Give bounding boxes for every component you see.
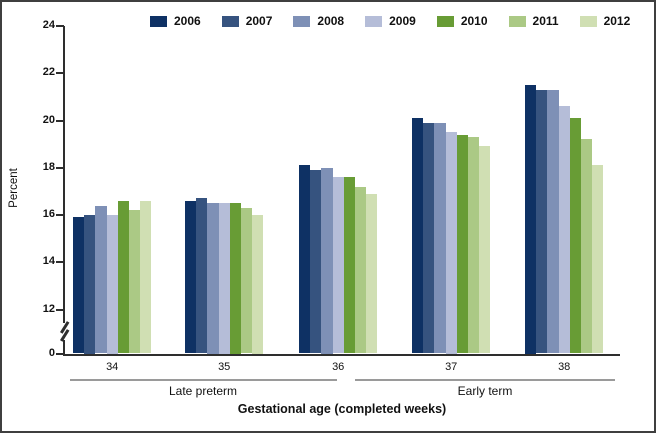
y-tick-label-12: 12 [42, 302, 55, 315]
bar-2010-week35 [229, 203, 241, 354]
bar-2011-week35 [241, 207, 253, 354]
x-tick-label-34: 34 [106, 361, 119, 373]
y-tick-label-0: 0 [48, 346, 55, 359]
y-tick-label-24: 24 [42, 19, 55, 31]
bar-2010-week38 [569, 118, 581, 354]
bar-2012-week38 [592, 165, 604, 354]
bar-2011-week36 [355, 186, 367, 354]
bar-2007-week38 [536, 89, 548, 354]
legend-label-2008: 2008 [317, 14, 345, 28]
y-tick-22 [56, 72, 64, 75]
bar-2011-week38 [581, 139, 593, 354]
late-preterm-label: Late preterm [168, 384, 238, 398]
bar-2010-week37 [456, 134, 468, 354]
y-tick-label-22: 22 [42, 66, 55, 79]
bar-2006-week37 [412, 118, 424, 354]
y-tick-16 [56, 214, 64, 216]
legend-item-2009: 2009 [365, 14, 416, 28]
y-tick-14 [56, 261, 64, 264]
legend-label-2009: 2009 [389, 14, 416, 28]
legend-swatch-2011 [508, 15, 526, 27]
x-tick-label-37: 37 [445, 361, 458, 373]
legend: 2006 2007 2008 2009 2010 2011 2012 [150, 14, 630, 28]
bar-2007-week34 [84, 215, 96, 354]
y-tick-24 [56, 25, 64, 27]
y-tick-0 [56, 352, 64, 355]
legend-item-2007: 2007 [221, 14, 273, 28]
x-axis-line [63, 353, 620, 356]
y-tick-label-18: 18 [42, 160, 55, 173]
y-tick-20 [56, 119, 64, 122]
legend-swatch-2007 [221, 15, 239, 27]
bar-2007-week35 [196, 198, 208, 354]
legend-label-2011: 2011 [532, 14, 559, 28]
x-tick-label-35: 35 [218, 361, 231, 373]
bar-2009-week36 [332, 177, 344, 354]
bar-2012-week35 [252, 215, 264, 354]
bar-2012-week37 [479, 146, 491, 354]
bar-2006-week36 [299, 165, 311, 354]
x-axis-title: Gestational age (completed weeks) [237, 402, 447, 416]
x-tick-label-36: 36 [332, 361, 345, 373]
y-tick-label-16: 16 [42, 208, 55, 220]
early-term-bracket-line [355, 379, 615, 381]
bar-2008-week37 [434, 122, 446, 354]
bar-2009-week34 [106, 215, 118, 354]
bar-2010-week36 [343, 177, 355, 354]
legend-item-2011: 2011 [508, 14, 559, 28]
y-axis-title: Percent [8, 168, 20, 208]
bar-2008-week36 [321, 167, 333, 354]
legend-item-2012: 2012 [579, 14, 631, 28]
y-tick-label-20: 20 [42, 113, 55, 126]
early-term-label: Early term [457, 384, 513, 398]
y-tick-18 [56, 166, 64, 169]
bar-2006-week34 [73, 217, 85, 354]
bar-2011-week34 [129, 210, 141, 354]
bar-2012-week34 [140, 200, 152, 354]
legend-swatch-2010 [436, 15, 454, 27]
legend-swatch-2008 [293, 15, 311, 27]
bar-2009-week35 [218, 203, 230, 354]
legend-label-2007: 2007 [245, 14, 273, 28]
bar-2010-week34 [117, 200, 129, 354]
y-tick-12 [56, 308, 64, 311]
bar-2006-week38 [525, 85, 537, 354]
y-axis-line [63, 26, 65, 356]
bar-2011-week37 [468, 137, 480, 354]
legend-swatch-2009 [365, 15, 383, 27]
bar-2008-week34 [95, 205, 107, 354]
legend-label-2010: 2010 [460, 14, 488, 28]
bar-2006-week35 [185, 200, 197, 354]
legend-item-2010: 2010 [436, 14, 488, 28]
x-tick-label-38: 38 [558, 361, 571, 373]
bar-2009-week37 [445, 132, 457, 354]
legend-swatch-2012 [579, 15, 597, 27]
legend-swatch-2006 [150, 15, 167, 27]
late-preterm-bracket-line [70, 379, 337, 381]
legend-item-2006: 2006 [150, 14, 201, 28]
legend-label-2006: 2006 [174, 14, 201, 28]
bar-2009-week38 [558, 106, 570, 354]
legend-item-2008: 2008 [293, 14, 344, 28]
bar-2012-week36 [366, 193, 378, 354]
bar-2007-week37 [423, 122, 435, 354]
bar-2008-week35 [207, 203, 219, 354]
bar-2007-week36 [310, 170, 322, 354]
bar-2008-week38 [547, 89, 559, 354]
legend-label-2012: 2012 [603, 14, 631, 28]
y-tick-label-14: 14 [42, 255, 55, 268]
